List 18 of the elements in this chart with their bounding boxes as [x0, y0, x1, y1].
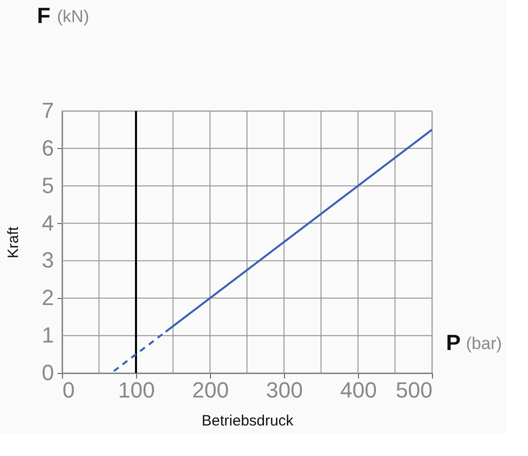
y-tick-label: 5 — [42, 172, 54, 198]
x-tick-label: 300 — [266, 378, 303, 402]
x-tick-label: 200 — [192, 378, 229, 402]
x-tick-label: 500 — [396, 378, 432, 402]
x-tick-label: 100 — [118, 378, 155, 402]
y-tick-label: 3 — [42, 248, 54, 273]
text: P (bar) — [446, 330, 502, 355]
y-tick-label: 0 — [42, 360, 54, 385]
y-tick-label: 1 — [42, 322, 54, 348]
x-tick-label: 0 — [62, 378, 75, 402]
y-tick-label: 7 — [42, 98, 54, 123]
text: F (kN) — [37, 3, 90, 28]
y-tick-label: 6 — [42, 135, 54, 160]
y-tick-label: 4 — [42, 210, 54, 236]
x-tick-label: 400 — [340, 378, 377, 402]
y-tick-label: 2 — [42, 285, 54, 310]
x-axis-title: Betriebsdruck — [202, 412, 294, 430]
y-axis-title: Kraft — [5, 226, 22, 258]
